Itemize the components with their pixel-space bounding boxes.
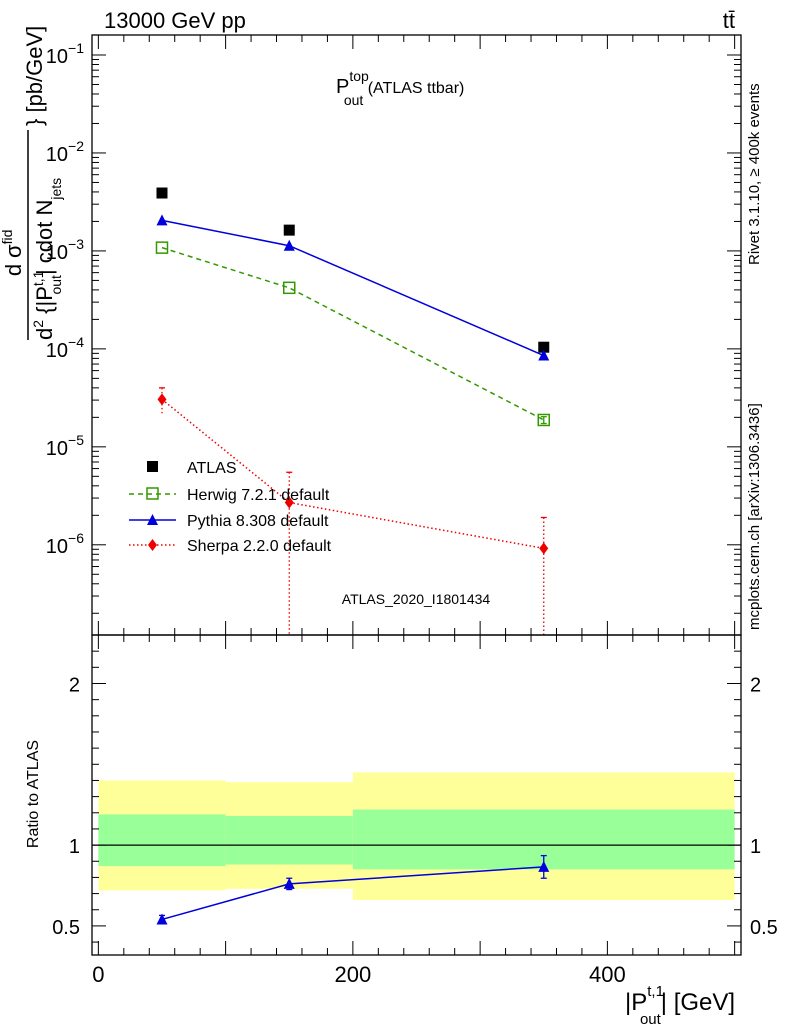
mcplots-label: mcplots.cern.ch [arXiv:1306.3436] <box>746 403 763 630</box>
y-label-denominator: d2 {|Pt,1 out| cdot Njets <box>30 178 64 340</box>
ratio-y-tick-label: 0.5 <box>52 917 80 939</box>
legend: ATLAS Herwig 7.2.1 default Pythia 8.308 … <box>129 460 332 555</box>
rivet-version-label: Rivet 3.1.10, ≥ 400k events <box>746 83 763 265</box>
svg-text:d: d <box>1 264 26 276</box>
legend-entry-pythia: Pythia 8.308 default <box>129 513 329 530</box>
upper-y-axis-label: d σfid d2 {|Pt,1 out| cdot Njets } [pb/Ge… <box>0 26 64 340</box>
ratio-pythia-point <box>283 877 295 889</box>
herwig-point <box>282 281 296 295</box>
y-label-sigma: σfid <box>0 230 26 258</box>
atlas-point <box>538 341 550 353</box>
legend-entry-sherpa: Sherpa 2.2.0 default <box>129 538 332 555</box>
process-label: tt̄ <box>723 8 735 33</box>
x-axis-label: |Pt,1 out| [GeV] <box>625 983 735 1024</box>
ratio-y-axis-label: Ratio to ATLAS <box>25 740 42 848</box>
upper-y-tick-label: 10−4 <box>46 334 84 362</box>
upper-y-tick-label: 10−3 <box>46 236 84 264</box>
herwig-point <box>155 241 169 254</box>
herwig-line <box>161 246 545 421</box>
analysis-watermark: ATLAS_2020_I1801434 <box>342 591 491 607</box>
ratio-band-green <box>98 814 226 867</box>
sherpa-point <box>284 496 294 509</box>
legend-label-pythia: Pythia 8.308 default <box>187 513 329 530</box>
ratio-y-tick-label: 2 <box>69 674 80 696</box>
sherpa-line <box>161 398 544 550</box>
upper-y-tick-label: 10−5 <box>46 432 84 460</box>
ratio-y-tick-label-right: 0.5 <box>750 917 778 939</box>
x-tick-label: 200 <box>335 962 372 987</box>
ratio-plot-layer: 0 200 400 0.5 0.5 1 1 2 2 <box>52 35 778 987</box>
legend-marker-sherpa <box>148 539 157 551</box>
upper-y-tick-label: 10−6 <box>46 530 84 558</box>
legend-marker-pythia <box>147 514 158 525</box>
ratio-y-tick-label: 1 <box>69 836 80 858</box>
ratio-y-tick-label-right: 2 <box>750 674 761 696</box>
pythia-point <box>156 214 168 226</box>
plot-title: Ptop out (ATLAS ttbar) <box>336 68 464 108</box>
legend-entry-atlas: ATLAS <box>147 460 237 477</box>
sherpa-point <box>157 393 167 406</box>
legend-label-atlas: ATLAS <box>187 460 237 477</box>
atlas-point <box>156 187 168 199</box>
legend-label-herwig: Herwig 7.2.1 default <box>187 487 330 504</box>
x-tick-label: 0 <box>92 962 104 987</box>
pythia-point <box>538 349 550 361</box>
ratio-pythia-point <box>538 860 550 872</box>
ratio-pythia-point <box>156 913 168 925</box>
atlas-point <box>283 224 295 236</box>
upper-plot-layer: 10−1 10−2 10−3 10−4 10−5 10−6 <box>46 34 742 636</box>
legend-label-sherpa: Sherpa 2.2.0 default <box>187 538 332 555</box>
legend-marker-atlas <box>147 461 158 472</box>
upper-y-tick-label: 10−2 <box>46 138 84 166</box>
energy-label: 13000 GeV pp <box>104 8 246 33</box>
ratio-band-green <box>225 816 353 865</box>
svg-text:} [pb/GeV]: } [pb/GeV] <box>22 26 47 126</box>
pythia-line <box>161 219 545 357</box>
ratio-y-tick-label-right: 1 <box>750 836 761 858</box>
legend-marker-herwig <box>146 487 159 500</box>
x-tick-label: 400 <box>589 962 626 987</box>
sherpa-point <box>539 542 549 555</box>
upper-y-tick-label: 10−1 <box>46 40 84 68</box>
pythia-point <box>283 239 295 251</box>
herwig-point <box>537 413 551 427</box>
legend-entry-herwig: Herwig 7.2.1 default <box>129 487 330 504</box>
ratio-plot-frame <box>91 634 742 956</box>
